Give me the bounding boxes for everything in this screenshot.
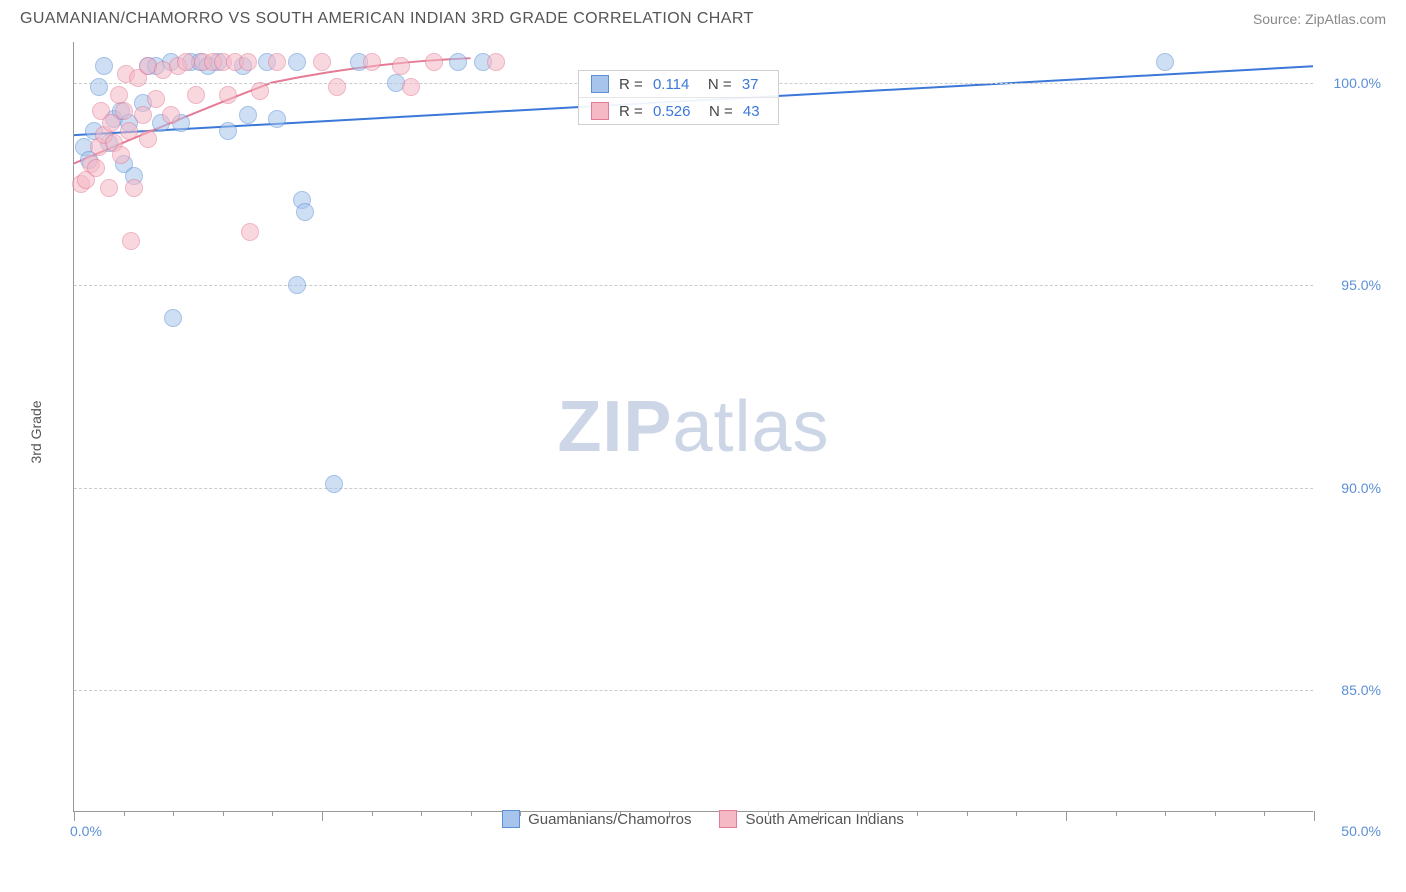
chart-title: GUAMANIAN/CHAMORRO VS SOUTH AMERICAN IND… <box>20 10 754 28</box>
data-point <box>110 86 128 104</box>
chart-container: 3rd Grade ZIPatlas 85.0%90.0%95.0%100.0%… <box>18 32 1388 832</box>
gridline <box>74 285 1313 286</box>
y-tick-label: 95.0% <box>1341 277 1381 293</box>
data-point <box>95 57 113 75</box>
stats-legend-row: R = 0.526 N = 43 <box>579 98 778 124</box>
data-point <box>112 146 130 164</box>
data-point <box>288 276 306 294</box>
data-point <box>268 110 286 128</box>
legend-stats-text: R = 0.526 N = 43 <box>619 103 766 120</box>
data-point <box>87 159 105 177</box>
bottom-legend: Guamanians/Chamorros South American India… <box>18 810 1388 828</box>
data-point <box>251 82 269 100</box>
data-point <box>268 53 286 71</box>
y-tick-label: 90.0% <box>1341 480 1381 496</box>
data-point <box>177 53 195 71</box>
bottom-legend-item: Guamanians/Chamorros <box>502 810 691 828</box>
data-point <box>90 78 108 96</box>
data-point <box>449 53 467 71</box>
data-point <box>187 86 205 104</box>
data-point <box>402 78 420 96</box>
data-point <box>487 53 505 71</box>
watermark-suffix: atlas <box>672 387 829 467</box>
data-point <box>125 179 143 197</box>
data-point <box>241 223 259 241</box>
data-point <box>134 106 152 124</box>
data-point <box>219 86 237 104</box>
stats-legend: R = 0.114 N = 37 R = 0.526 N = 43 <box>578 70 779 125</box>
legend-swatch <box>502 810 520 828</box>
data-point <box>328 78 346 96</box>
bottom-legend-label: South American Indians <box>745 811 903 828</box>
bottom-legend-label: Guamanians/Chamorros <box>528 811 691 828</box>
data-point <box>120 122 138 140</box>
data-point <box>1156 53 1174 71</box>
legend-swatch <box>591 102 609 120</box>
plot-area: ZIPatlas 85.0%90.0%95.0%100.0%0.0%50.0% <box>73 42 1313 812</box>
chart-source: Source: ZipAtlas.com <box>1253 11 1386 27</box>
y-tick-label: 100.0% <box>1334 75 1381 91</box>
data-point <box>239 53 257 71</box>
data-point <box>325 475 343 493</box>
legend-stats-text: R = 0.114 N = 37 <box>619 76 765 93</box>
data-point <box>296 203 314 221</box>
data-point <box>122 232 140 250</box>
data-point <box>239 106 257 124</box>
data-point <box>219 122 237 140</box>
legend-swatch <box>719 810 737 828</box>
data-point <box>164 309 182 327</box>
y-axis-label: 3rd Grade <box>28 400 44 463</box>
data-point <box>313 53 331 71</box>
chart-header: GUAMANIAN/CHAMORRO VS SOUTH AMERICAN IND… <box>0 0 1406 32</box>
data-point <box>139 130 157 148</box>
data-point <box>115 102 133 120</box>
data-point <box>392 57 410 75</box>
legend-swatch <box>591 75 609 93</box>
y-tick-label: 85.0% <box>1341 682 1381 698</box>
gridline <box>74 488 1313 489</box>
data-point <box>288 53 306 71</box>
data-point <box>147 90 165 108</box>
trend-lines-svg <box>74 42 1313 811</box>
stats-legend-row: R = 0.114 N = 37 <box>579 71 778 98</box>
watermark: ZIPatlas <box>557 386 829 468</box>
watermark-prefix: ZIP <box>557 387 672 467</box>
data-point <box>425 53 443 71</box>
data-point <box>363 53 381 71</box>
bottom-legend-item: South American Indians <box>719 810 903 828</box>
data-point <box>100 179 118 197</box>
data-point <box>162 106 180 124</box>
gridline <box>74 690 1313 691</box>
